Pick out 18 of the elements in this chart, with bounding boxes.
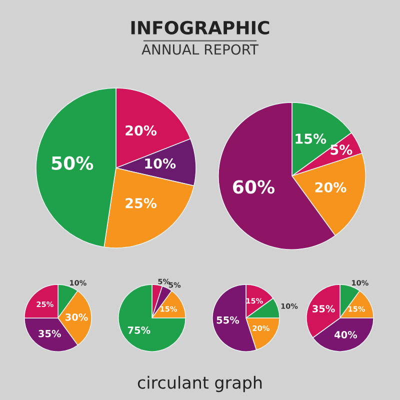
data-label: 10% — [145, 158, 176, 169]
text: circulant graph — [138, 376, 262, 392]
data-label: 25% — [126, 198, 157, 208]
data-label: 35% — [38, 330, 61, 338]
data-label: 50% — [52, 156, 94, 170]
data-label: 55% — [216, 316, 240, 324]
data-label: 75% — [128, 326, 150, 334]
data-label: 5% — [330, 144, 352, 155]
data-label: 15% — [296, 134, 326, 144]
data-label: 20% — [315, 182, 346, 192]
data-label: 40% — [334, 331, 358, 338]
data-label: 20% — [126, 125, 157, 136]
chart-subtitle: ANNUAL REPORT — [142, 44, 259, 55]
data-label: 35% — [312, 305, 335, 312]
data-label: 60% — [233, 180, 275, 194]
chart-title: INFOGRAPHIC — [131, 20, 270, 34]
data-label: 30% — [65, 313, 88, 321]
pie-slice — [118, 284, 186, 352]
